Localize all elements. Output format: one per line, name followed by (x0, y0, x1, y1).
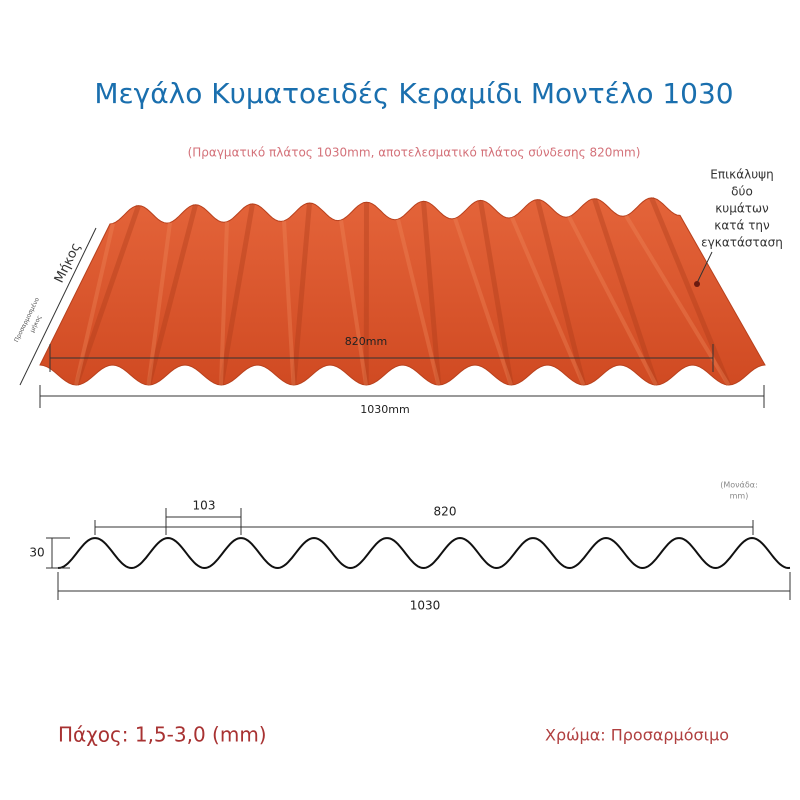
sheet-valley (421, 201, 442, 386)
sheet-ridge (510, 216, 586, 386)
color-note: Χρώμα: Προσαρμόσιμο (545, 726, 729, 745)
note-line: κυμάτων (715, 202, 769, 216)
length-line (19, 227, 97, 386)
overlap-note: Επικάλυψη δύο κυμάτων κατά την εγκατάστα… (701, 168, 783, 250)
sheet-valley (649, 196, 732, 386)
sheet-valley (146, 204, 198, 386)
dim-label: 1030 (410, 599, 441, 613)
sheet-valley (535, 198, 587, 386)
sheet-valley (592, 197, 659, 386)
dim-label: 820mm (345, 335, 387, 348)
note-line: εγκατάσταση (701, 236, 783, 250)
sheet-valley (218, 203, 255, 386)
subtitle: (Πραγματικό πλάτος 1030mm, αποτελεσματικ… (188, 146, 641, 160)
note-leader (696, 251, 713, 284)
sheet-drawing (39, 196, 766, 387)
sheet-ridge (567, 215, 658, 386)
note-line: κατά την (714, 219, 770, 233)
unit-note: mm) (730, 492, 749, 501)
unit-note: (Μονάδα: (720, 481, 758, 490)
sheet-valley (291, 202, 312, 386)
sheet-valley (478, 200, 514, 386)
note-dot (694, 281, 700, 287)
dim-label: 103 (193, 499, 216, 513)
sheet-ridge (453, 217, 513, 386)
dim-label: 1030mm (360, 403, 409, 416)
title: Μεγάλο Κυματοειδές Κεραμίδι Μοντέλο 1030 (94, 77, 733, 110)
profile-wave (57, 536, 791, 570)
sheet-ridge (396, 218, 441, 386)
sheet-ridge (624, 214, 731, 387)
sheet-body (39, 197, 766, 386)
thickness: Πάχος: 1,5-3,0 (mm) (58, 723, 267, 747)
note-line: Επικάλυψη (710, 168, 773, 182)
sheet-valley (73, 204, 141, 386)
note-line: δύο (731, 185, 753, 199)
dim-label: 30 (29, 546, 44, 560)
dim-label: 820 (434, 505, 457, 519)
